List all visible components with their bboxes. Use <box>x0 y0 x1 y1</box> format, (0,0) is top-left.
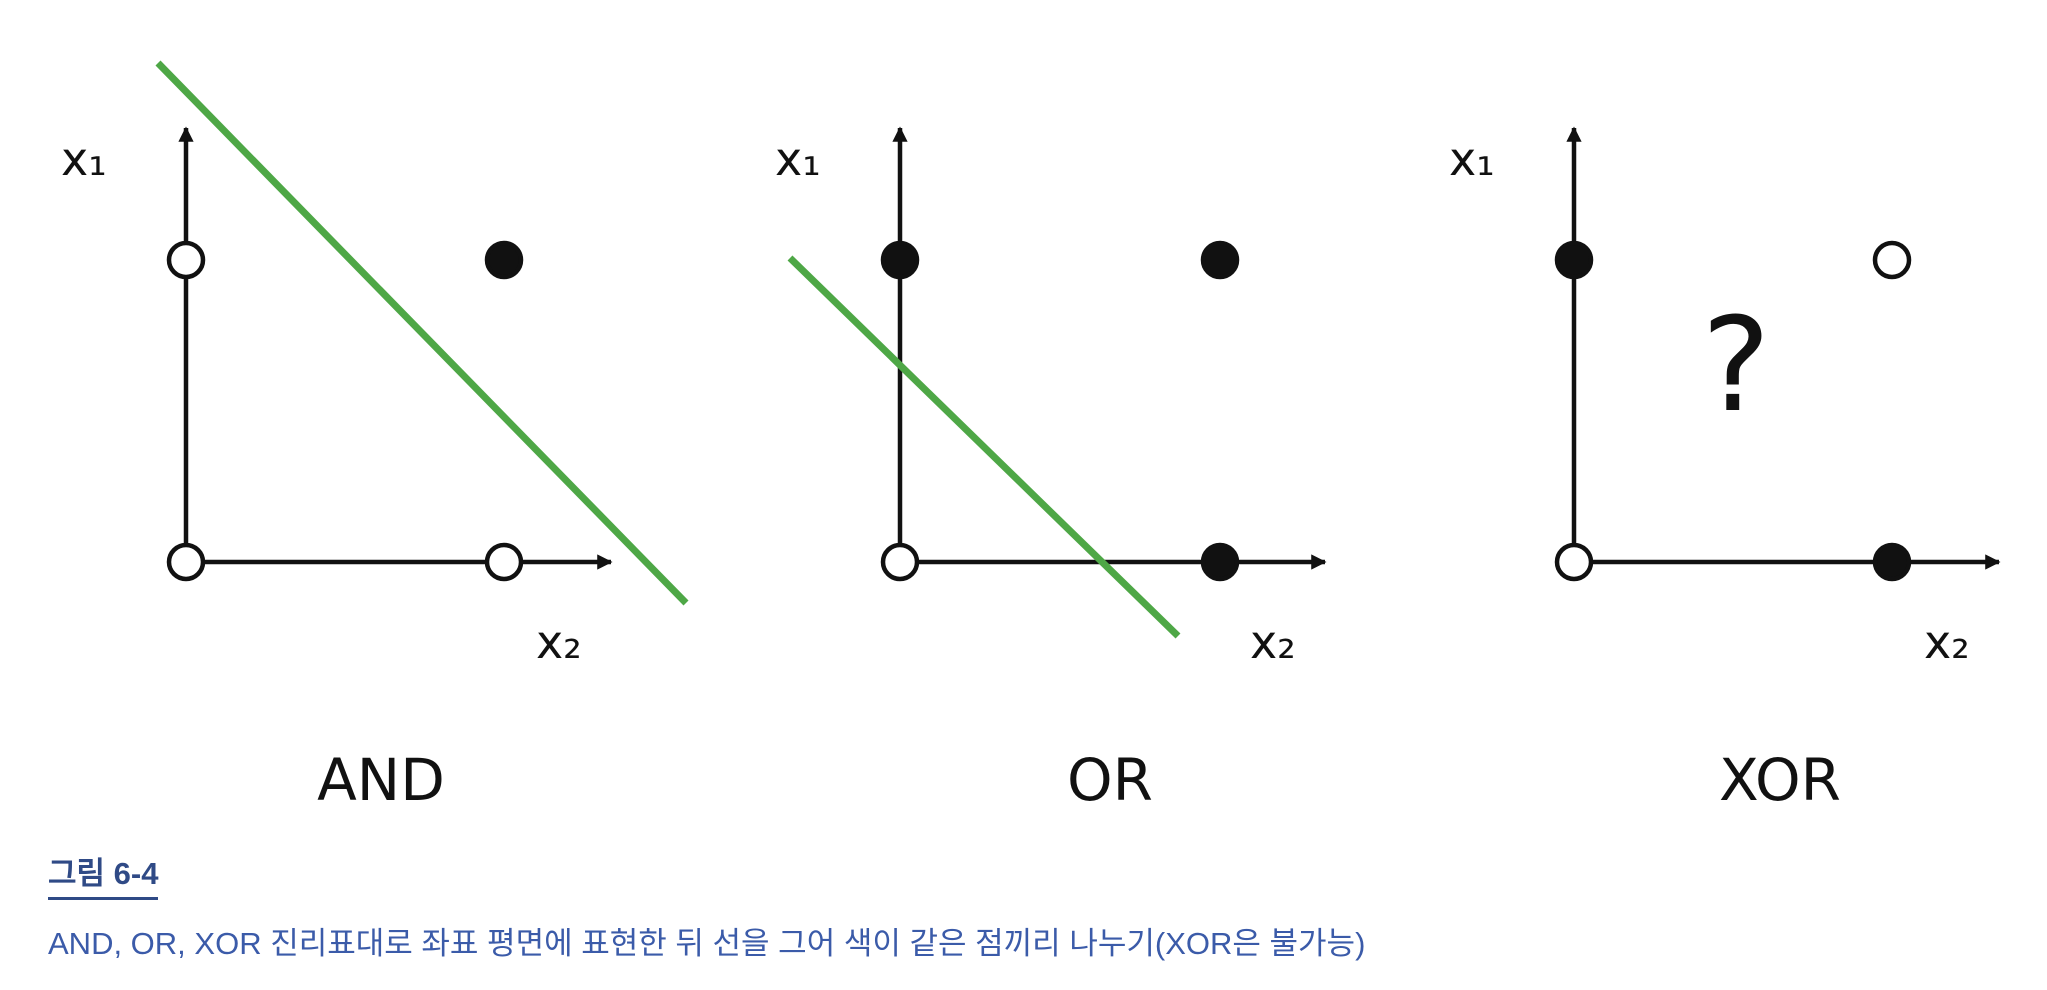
xor-hollow-point <box>1872 240 1912 280</box>
or-filled-point <box>880 240 920 280</box>
figure-caption-text: AND, OR, XOR 진리표대로 좌표 평면에 표현한 뒤 선을 그어 색이… <box>48 926 1366 961</box>
and-filled-point <box>484 240 524 280</box>
or-filled-point <box>1200 542 1240 582</box>
or-x-axis-label: x₂ <box>1250 615 1296 669</box>
truth-table-figure: x₁ x₂ AND x₁ x₂ OR x₁ x₂? XOR <box>61 60 2001 814</box>
and-panel: x₁ x₂ AND <box>61 60 689 814</box>
and-y-axis-label: x₁ <box>61 132 107 186</box>
panels-layer: x₁ x₂ AND x₁ x₂ OR x₁ x₂? XOR <box>61 60 2001 814</box>
xor-hollow-point <box>1554 542 1594 582</box>
or-separator-line <box>787 255 1181 639</box>
or-hollow-point <box>880 542 920 582</box>
and-hollow-point <box>166 542 206 582</box>
and-hollow-point <box>166 240 206 280</box>
and-panel-title: AND <box>317 746 445 814</box>
and-separator-line <box>155 60 689 606</box>
xor-x-axis-label: x₂ <box>1924 615 1970 669</box>
xor-filled-point <box>1554 240 1594 280</box>
figure-caption-title: 그림 6-4 <box>48 848 159 900</box>
or-filled-point <box>1200 240 1240 280</box>
or-y-axis-label: x₁ <box>775 132 821 186</box>
and-hollow-point <box>484 542 524 582</box>
and-x-axis-label: x₂ <box>536 615 582 669</box>
xor-panel-title: XOR <box>1719 746 1841 814</box>
or-panel: x₁ x₂ OR <box>775 126 1327 814</box>
xor-filled-point <box>1872 542 1912 582</box>
xor-unknown-mark: ? <box>1702 289 1771 441</box>
or-panel-title: OR <box>1067 746 1153 814</box>
xor-panel: x₁ x₂? XOR <box>1449 126 2001 814</box>
xor-y-axis-label: x₁ <box>1449 132 1495 186</box>
